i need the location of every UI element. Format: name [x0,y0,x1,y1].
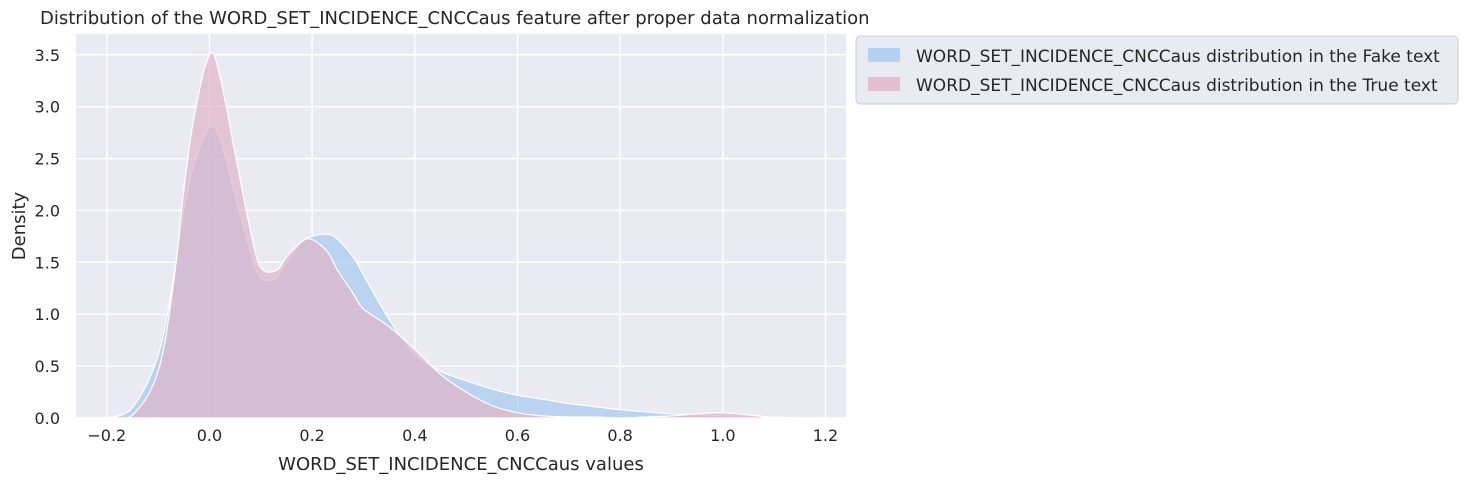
y-tick-label: 3.5 [35,46,60,65]
x-axis-label: WORD_SET_INCIDENCE_CNCCaus values [278,454,644,475]
y-tick-label: 2.5 [35,150,60,169]
chart-title: Distribution of the WORD_SET_INCIDENCE_C… [40,8,870,29]
x-tick-label: −0.2 [87,426,126,445]
legend: WORD_SET_INCIDENCE_CNCCaus distribution … [855,35,1459,105]
y-axis-label: Density [9,191,30,260]
x-tick-label: 1.2 [813,426,838,445]
legend-label-true: WORD_SET_INCIDENCE_CNCCaus distribution … [916,76,1438,96]
x-tick-label: 1.0 [710,426,735,445]
y-tick-label: 3.0 [35,98,60,117]
y-tick-label: 2.0 [35,201,60,220]
y-tick-label: 0.5 [35,357,60,376]
density-area-true [106,52,775,420]
x-tick-label: 0.2 [299,426,324,445]
y-tick-label: 0.0 [35,409,60,428]
y-axis-ticks: 0.0 0.5 1.0 1.5 2.0 2.5 3.0 3.5 [35,46,60,428]
x-axis-ticks: −0.2 0.0 0.2 0.4 0.6 0.8 1.0 1.2 [87,426,838,445]
density-areas [106,52,800,420]
x-tick-label: 0.8 [607,426,632,445]
x-tick-label: 0.4 [402,426,427,445]
y-tick-label: 1.5 [35,253,60,272]
legend-swatch-true [868,77,900,91]
x-tick-label: 0.0 [197,426,222,445]
legend-label-fake: WORD_SET_INCIDENCE_CNCCaus distribution … [916,47,1440,67]
y-tick-label: 1.0 [35,305,60,324]
legend-frame [855,35,1459,105]
x-tick-label: 0.6 [505,426,530,445]
legend-swatch-fake [868,48,900,62]
